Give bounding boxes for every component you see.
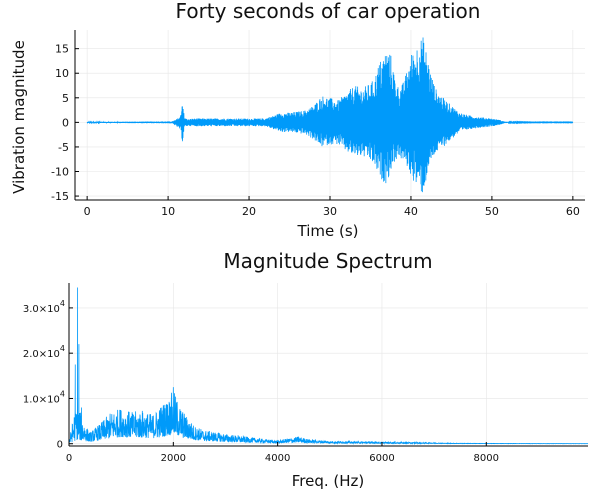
chart1-xtick-label: 50 — [485, 205, 499, 218]
chart2-ytick-label: 3.0×104 — [23, 299, 65, 315]
chart1-ytick-label: 15 — [55, 43, 69, 56]
chart-spectrum: Magnitude Spectrum 0 2000 4000 6000 8000 0 1.0… — [23, 249, 589, 490]
chart1-ytick-label: 5 — [62, 92, 69, 105]
chart1-xtick-label: 30 — [323, 205, 337, 218]
chart1-grid — [75, 30, 585, 200]
chart1-xlabel: Time (s) — [297, 222, 359, 240]
chart1-xtick-label: 40 — [404, 205, 418, 218]
chart1-xtick-label: 60 — [566, 205, 580, 218]
chart2-series — [68, 287, 589, 445]
chart2-ytick-label: 0 — [57, 440, 63, 451]
chart1-xtick-label: 10 — [161, 205, 175, 218]
chart2-ytick-label: 1.0×104 — [23, 389, 65, 405]
chart1-ytick-label: -10 — [51, 166, 69, 179]
chart2-xlabel: Freq. (Hz) — [292, 472, 365, 490]
chart-vibration: Forty seconds of car operation 0 10 20 30 40… — [10, 0, 585, 240]
chart2-xtick-label: 0 — [66, 453, 72, 464]
chart1-xtick-label: 0 — [84, 205, 91, 218]
chart1-series — [86, 37, 574, 193]
chart2-series-line — [68, 287, 589, 445]
chart1-ytick-label: 0 — [62, 116, 69, 129]
chart2-xtick-label: 4000 — [265, 453, 290, 464]
chart2-tick-labels: 0 2000 4000 6000 8000 0 1.0×104 2.0×104 3.0×104 — [23, 299, 499, 464]
chart2-xtick-label: 8000 — [474, 453, 499, 464]
chart2-xtick-label: 6000 — [369, 453, 394, 464]
chart1-tick-labels: 0 10 20 30 40 50 60 -15 -10 -5 0 5 10 15 — [51, 43, 580, 218]
chart1-ytick-label: -5 — [58, 141, 69, 154]
chart1-title: Forty seconds of car operation — [176, 0, 481, 23]
chart1-ylabel: Vibration magnitude — [10, 40, 28, 194]
chart2-ytick-label: 2.0×104 — [23, 344, 65, 360]
chart2-xtick-label: 2000 — [161, 453, 186, 464]
chart1-series-line — [86, 37, 574, 193]
chart2-axes — [68, 283, 588, 447]
chart1-xtick-label: 20 — [242, 205, 256, 218]
chart1-ytick-label: 10 — [55, 67, 69, 80]
chart2-title: Magnitude Spectrum — [223, 249, 432, 273]
chart1-axes — [74, 30, 585, 201]
chart1-ytick-label: -15 — [51, 190, 69, 203]
